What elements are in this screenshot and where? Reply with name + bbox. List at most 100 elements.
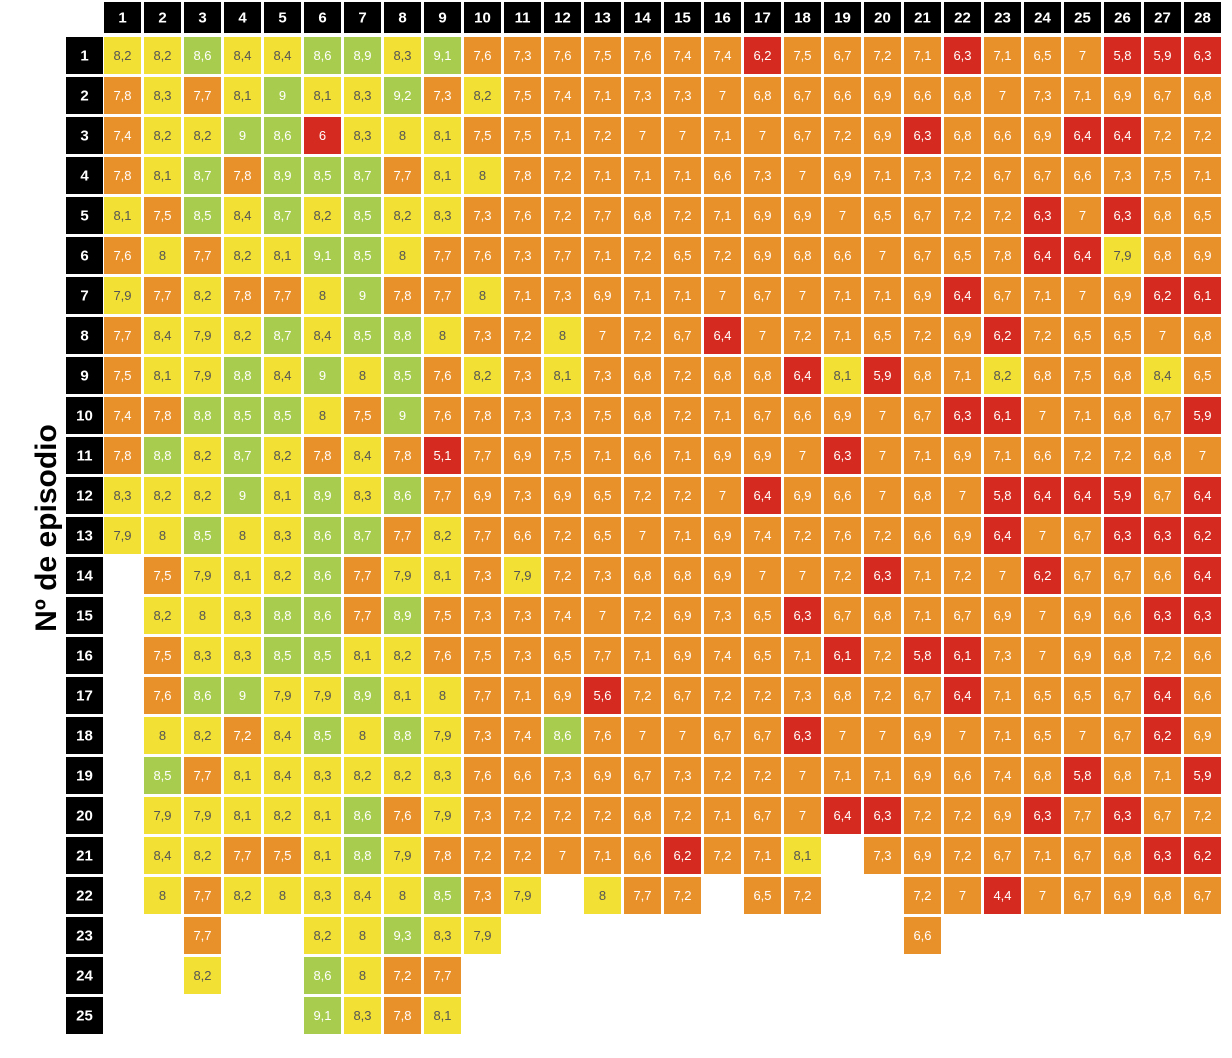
rating-value: 6,9 <box>593 288 611 303</box>
rating-value: 6,9 <box>1193 728 1211 743</box>
rating-value: 8,3 <box>393 48 411 63</box>
rating-cell: 8,7 <box>224 437 261 474</box>
rating-value: 8 <box>479 168 486 183</box>
rating-cell: 8,2 <box>304 917 341 954</box>
rating-cell: 6,7 <box>744 717 781 754</box>
rating-cell: 7 <box>584 597 621 634</box>
rating-value: 8 <box>159 248 166 263</box>
rating-cell: 6,8 <box>1144 437 1181 474</box>
rating-value: 7,1 <box>1033 288 1051 303</box>
rating-cell: 8,5 <box>424 877 461 914</box>
rating-value: 7,1 <box>593 88 611 103</box>
rating-cell: 7,1 <box>704 397 741 434</box>
rating-cell: 7,5 <box>424 597 461 634</box>
rating-value: 9 <box>399 408 406 423</box>
season-header-label: 22 <box>954 9 971 26</box>
rating-value: 9,2 <box>393 88 411 103</box>
rating-value: 8 <box>599 888 606 903</box>
rating-value: 6,3 <box>1193 608 1211 623</box>
rating-cell: 7,8 <box>504 157 541 194</box>
rating-cell: 8,6 <box>544 717 581 754</box>
rating-cell: 7 <box>864 237 901 274</box>
rating-cell: 8,2 <box>264 557 301 594</box>
rating-value: 6,7 <box>1113 728 1131 743</box>
rating-cell: 6,8 <box>864 597 901 634</box>
rating-value: 7,7 <box>433 288 451 303</box>
rating-value: 6,4 <box>1033 488 1051 503</box>
rating-value: 7,3 <box>593 368 611 383</box>
rating-value: 7 <box>879 728 886 743</box>
rating-cell: 5,1 <box>424 437 461 474</box>
rating-value: 8,1 <box>433 1008 451 1023</box>
rating-cell: 6,5 <box>1024 717 1061 754</box>
season-header: 18 <box>784 2 821 33</box>
rating-cell: 6,9 <box>544 477 581 514</box>
rating-value: 7,1 <box>513 688 531 703</box>
rating-value: 7,1 <box>1193 168 1211 183</box>
rating-cell: 8 <box>304 397 341 434</box>
rating-value: 8,1 <box>833 368 851 383</box>
rating-value: 7,2 <box>393 968 411 983</box>
rating-value: 6,4 <box>993 528 1011 543</box>
rating-value: 8,6 <box>313 48 331 63</box>
rating-cell: 7,3 <box>904 157 941 194</box>
rating-value: 7,5 <box>353 408 371 423</box>
rating-cell: 6,6 <box>904 517 941 554</box>
episode-header: 4 <box>66 157 103 194</box>
rating-cell: 6,8 <box>1104 397 1141 434</box>
rating-cell: 8,4 <box>344 437 381 474</box>
rating-cell: 6,9 <box>904 277 941 314</box>
rating-value: 8,4 <box>233 48 251 63</box>
rating-cell: 8,2 <box>464 77 501 114</box>
rating-cell: 7,1 <box>1144 757 1181 794</box>
rating-cell: 6,7 <box>704 717 741 754</box>
rating-cell: 7,8 <box>384 277 421 314</box>
rating-cell: 7,1 <box>584 437 621 474</box>
rating-cell: 7,1 <box>1184 157 1221 194</box>
rating-value: 8,5 <box>193 528 211 543</box>
rating-value: 7 <box>799 568 806 583</box>
rating-value: 7,7 <box>193 928 211 943</box>
rating-value: 7,7 <box>593 648 611 663</box>
episode-header: 19 <box>66 757 103 794</box>
rating-cell: 8,1 <box>224 757 261 794</box>
rating-value: 8,6 <box>313 968 331 983</box>
season-header: 26 <box>1104 2 1141 33</box>
season-header-label: 10 <box>474 9 491 26</box>
rating-cell: 6,3 <box>1184 37 1221 74</box>
rating-cell: 7,2 <box>544 157 581 194</box>
rating-cell: 9 <box>384 397 421 434</box>
rating-value: 6,7 <box>753 808 771 823</box>
rating-cell: 7,1 <box>864 157 901 194</box>
rating-cell: 6,9 <box>664 597 701 634</box>
rating-value: 8,3 <box>233 608 251 623</box>
rating-value: 7,4 <box>113 128 131 143</box>
episode-header: 20 <box>66 797 103 834</box>
rating-cell: 6,3 <box>1104 197 1141 234</box>
rating-value: 9 <box>239 688 246 703</box>
rating-cell: 7,1 <box>824 757 861 794</box>
rating-value: 7,2 <box>913 888 931 903</box>
rating-cell: 6,9 <box>704 437 741 474</box>
rating-value: 7,7 <box>353 608 371 623</box>
rating-cell: 7,1 <box>904 597 941 634</box>
rating-cell: 7,3 <box>504 237 541 274</box>
rating-cell: 7,4 <box>664 37 701 74</box>
rating-cell: 7,4 <box>104 117 141 154</box>
rating-value: 7,2 <box>913 808 931 823</box>
rating-value: 7,1 <box>753 848 771 863</box>
season-header-label: 26 <box>1114 9 1131 26</box>
rating-value: 8,1 <box>353 648 371 663</box>
rating-cell: 6,7 <box>1144 77 1181 114</box>
rating-value: 6,9 <box>1113 888 1131 903</box>
rating-value: 8 <box>359 728 366 743</box>
rating-value: 6,7 <box>793 128 811 143</box>
rating-value: 8 <box>359 368 366 383</box>
rating-cell: 8,2 <box>144 117 181 154</box>
rating-cell: 7 <box>944 717 981 754</box>
rating-cell: 7,7 <box>424 477 461 514</box>
rating-value: 7,2 <box>793 528 811 543</box>
rating-cell: 8,3 <box>424 917 461 954</box>
rating-value: 6,9 <box>913 288 931 303</box>
rating-value: 9 <box>319 368 326 383</box>
